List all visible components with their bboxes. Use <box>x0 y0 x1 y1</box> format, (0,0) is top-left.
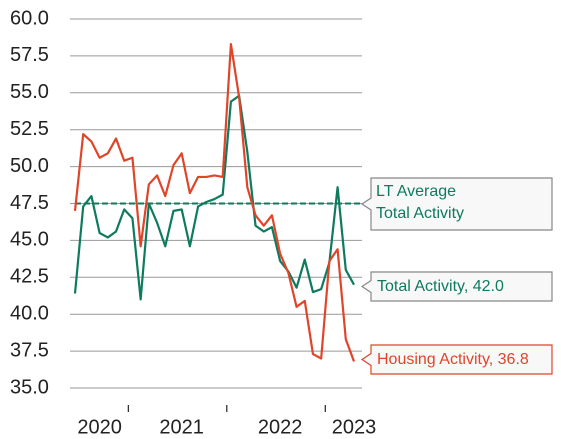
y-tick-label: 60.0 <box>10 7 49 29</box>
callout-box <box>360 271 553 302</box>
y-tick-label: 52.5 <box>10 118 49 140</box>
series-line <box>73 42 356 362</box>
y-tick-label: 40.0 <box>10 302 49 324</box>
series-line <box>73 94 355 301</box>
y-tick-label: 55.0 <box>10 81 49 103</box>
x-tick-label: 2021 <box>159 416 204 438</box>
y-tick-label: 37.5 <box>10 339 49 361</box>
y-tick-label: 45.0 <box>10 229 49 251</box>
y-tick-label: 50.0 <box>10 155 49 177</box>
end-label: Total Activity, 42.0 <box>377 278 504 295</box>
x-tick-label: 2023 <box>332 416 377 438</box>
callout-box <box>360 177 553 231</box>
annotation: Total Activity <box>376 205 464 222</box>
y-tick-label: 42.5 <box>10 266 49 288</box>
y-tick-label: 35.0 <box>10 376 49 398</box>
x-tick-label: 2020 <box>77 416 122 438</box>
annotation: LT Average <box>376 183 456 200</box>
end-label: Housing Activity, 36.8 <box>377 351 529 368</box>
x-tick-label: 2022 <box>258 416 303 438</box>
y-tick-label: 57.5 <box>10 44 49 66</box>
y-tick-label: 47.5 <box>10 192 49 214</box>
callout-box <box>360 344 553 375</box>
